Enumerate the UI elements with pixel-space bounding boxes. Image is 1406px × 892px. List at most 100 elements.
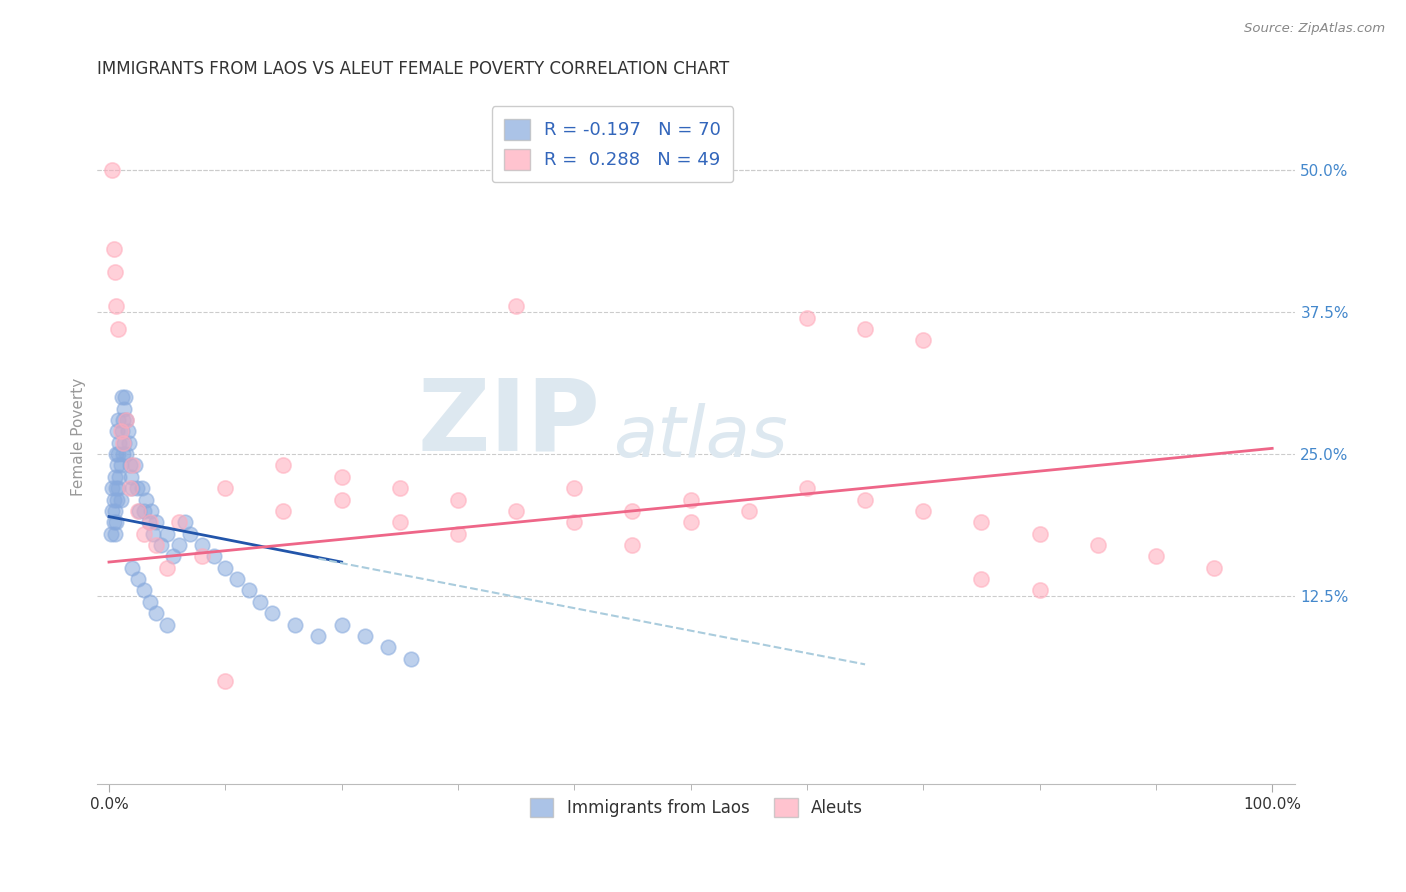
Point: [853, 322, 876, 336]
Point: [104, 299, 127, 313]
Point: [111, 413, 134, 427]
Point: [142, 526, 165, 541]
Point: [562, 481, 585, 495]
Point: [111, 390, 134, 404]
Point: [124, 458, 146, 473]
Point: [214, 560, 236, 574]
Point: [121, 560, 143, 574]
Point: [105, 458, 128, 473]
Point: [191, 549, 214, 564]
Point: [127, 504, 149, 518]
Point: [118, 481, 141, 495]
Point: [105, 425, 128, 439]
Point: [103, 243, 125, 257]
Point: [273, 458, 295, 473]
Point: [249, 595, 271, 609]
Point: [330, 470, 353, 484]
Point: [679, 515, 702, 529]
Point: [354, 629, 377, 643]
Point: [447, 492, 470, 507]
Point: [104, 447, 127, 461]
Text: atlas: atlas: [613, 402, 787, 472]
Point: [115, 413, 138, 427]
Y-axis label: Female Poverty: Female Poverty: [72, 378, 86, 496]
Point: [104, 526, 127, 541]
Point: [145, 606, 167, 620]
Point: [912, 504, 935, 518]
Point: [179, 526, 201, 541]
Point: [135, 492, 157, 507]
Point: [138, 515, 160, 529]
Text: IMMIGRANTS FROM LAOS VS ALEUT FEMALE POVERTY CORRELATION CHART: IMMIGRANTS FROM LAOS VS ALEUT FEMALE POV…: [97, 60, 730, 78]
Point: [118, 458, 141, 473]
Point: [138, 515, 160, 529]
Point: [100, 526, 122, 541]
Point: [115, 447, 138, 461]
Point: [505, 299, 527, 313]
Point: [167, 538, 190, 552]
Point: [388, 481, 411, 495]
Point: [562, 515, 585, 529]
Point: [125, 481, 148, 495]
Point: [101, 504, 124, 518]
Point: [108, 435, 131, 450]
Point: [145, 538, 167, 552]
Point: [226, 572, 249, 586]
Point: [1028, 526, 1050, 541]
Point: [110, 458, 132, 473]
Point: [112, 401, 135, 416]
Point: [132, 526, 155, 541]
Point: [156, 617, 179, 632]
Point: [112, 435, 135, 450]
Point: [110, 492, 132, 507]
Point: [970, 572, 993, 586]
Point: [214, 481, 236, 495]
Point: [1144, 549, 1167, 564]
Point: [107, 447, 129, 461]
Point: [621, 538, 644, 552]
Point: [103, 492, 125, 507]
Point: [120, 470, 142, 484]
Point: [853, 492, 876, 507]
Point: [111, 447, 134, 461]
Point: [167, 515, 190, 529]
Point: [132, 504, 155, 518]
Point: [273, 504, 295, 518]
Point: [214, 674, 236, 689]
Point: [127, 572, 149, 586]
Point: [118, 435, 141, 450]
Point: [101, 481, 124, 495]
Point: [621, 504, 644, 518]
Point: [162, 549, 184, 564]
Point: [104, 504, 127, 518]
Point: [103, 515, 125, 529]
Point: [131, 481, 153, 495]
Point: [107, 481, 129, 495]
Point: [738, 504, 761, 518]
Point: [111, 435, 134, 450]
Point: [104, 265, 127, 279]
Point: [128, 504, 150, 518]
Point: [401, 651, 423, 665]
Text: Source: ZipAtlas.com: Source: ZipAtlas.com: [1244, 22, 1385, 36]
Point: [107, 413, 129, 427]
Point: [202, 549, 225, 564]
Point: [796, 481, 818, 495]
Point: [679, 492, 702, 507]
Point: [505, 504, 527, 518]
Point: [132, 583, 155, 598]
Point: [970, 515, 993, 529]
Point: [121, 458, 143, 473]
Point: [330, 492, 353, 507]
Point: [284, 617, 307, 632]
Point: [114, 390, 136, 404]
Point: [104, 515, 127, 529]
Point: [104, 481, 127, 495]
Point: [111, 425, 134, 439]
Point: [105, 492, 128, 507]
Point: [191, 538, 214, 552]
Point: [145, 515, 167, 529]
Point: [377, 640, 399, 655]
Point: [447, 526, 470, 541]
Point: [1202, 560, 1225, 574]
